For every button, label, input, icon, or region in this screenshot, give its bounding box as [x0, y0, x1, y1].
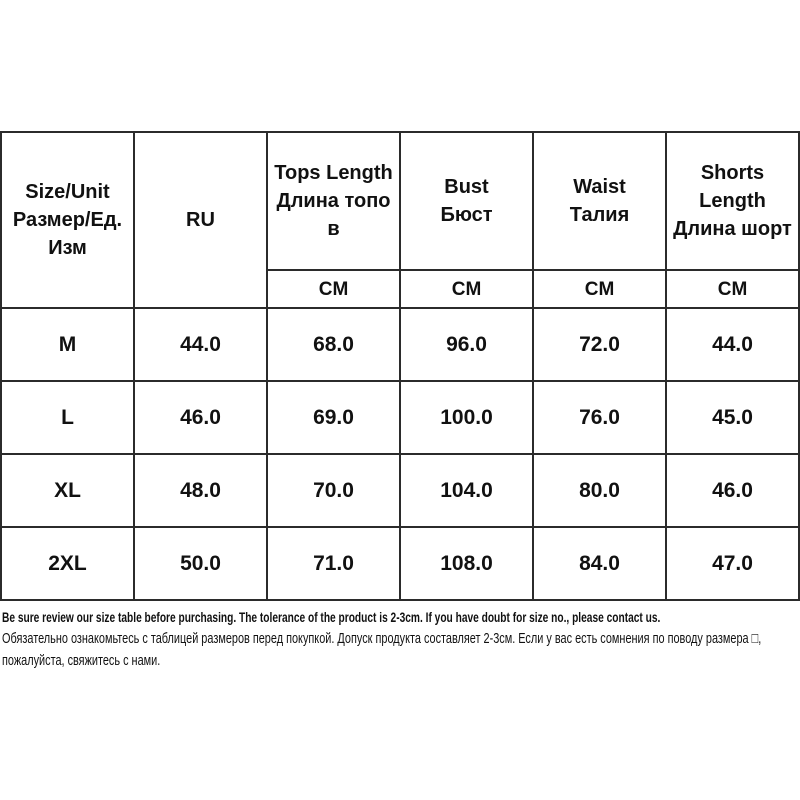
table-row-m: M 44.0 68.0 96.0 72.0 44.0 — [0, 307, 800, 382]
waist-cell: 72.0 — [532, 307, 667, 382]
unit-row: CM CM CM CM — [1, 269, 800, 309]
header-shorts-length: Shorts Length Длина шорт — [665, 131, 800, 271]
footer-disclaimer: Be sure review our size table before pur… — [2, 606, 800, 672]
unit-cm-tops: CM — [266, 269, 401, 309]
shorts-length-cell: 44.0 — [665, 307, 800, 382]
unit-cm-shorts: CM — [665, 269, 800, 309]
size-cell: M — [0, 307, 135, 382]
bust-cell: 100.0 — [399, 380, 534, 455]
size-cell: 2XL — [0, 526, 135, 601]
size-cell: L — [0, 380, 135, 455]
ru-cell: 44.0 — [133, 307, 268, 382]
header-bust: Bust Бюст — [399, 131, 534, 271]
waist-cell: 76.0 — [532, 380, 667, 455]
shorts-length-cell: 47.0 — [665, 526, 800, 601]
ru-cell: 48.0 — [133, 453, 268, 528]
waist-cell: 84.0 — [532, 526, 667, 601]
tops-length-cell: 71.0 — [266, 526, 401, 601]
ru-cell: 50.0 — [133, 526, 268, 601]
ru-cell: 46.0 — [133, 380, 268, 455]
table-row-xl: XL 48.0 70.0 104.0 80.0 46.0 — [0, 453, 800, 528]
unit-cm-bust: CM — [399, 269, 534, 309]
tops-length-cell: 69.0 — [266, 380, 401, 455]
footer-note-en: Be sure review our size table before pur… — [2, 609, 661, 625]
bust-cell: 104.0 — [399, 453, 534, 528]
header-tops-length: Tops Length Длина топо в — [266, 131, 401, 271]
table-row-2xl: 2XL 50.0 71.0 108.0 84.0 47.0 — [0, 526, 800, 601]
header-waist: Waist Талия — [532, 131, 667, 271]
size-chart-table: Size/Unit Размер/Ед. Изм RU Tops Length … — [0, 131, 800, 601]
shorts-length-cell: 46.0 — [665, 453, 800, 528]
header-size-unit: Size/Unit Размер/Ед. Изм — [0, 131, 135, 309]
size-cell: XL — [0, 453, 135, 528]
header-row: Size/Unit Размер/Ед. Изм RU Tops Length … — [0, 131, 800, 309]
table-row-l: L 46.0 69.0 100.0 76.0 45.0 — [0, 380, 800, 455]
unit-cm-waist: CM — [532, 269, 667, 309]
footer-note-ru: Обязательно ознакомьтесь с таблицей разм… — [2, 630, 762, 669]
tops-length-cell: 70.0 — [266, 453, 401, 528]
shorts-length-cell: 45.0 — [665, 380, 800, 455]
tops-length-cell: 68.0 — [266, 307, 401, 382]
bust-cell: 108.0 — [399, 526, 534, 601]
bust-cell: 96.0 — [399, 307, 534, 382]
header-ru: RU — [133, 131, 268, 309]
waist-cell: 80.0 — [532, 453, 667, 528]
